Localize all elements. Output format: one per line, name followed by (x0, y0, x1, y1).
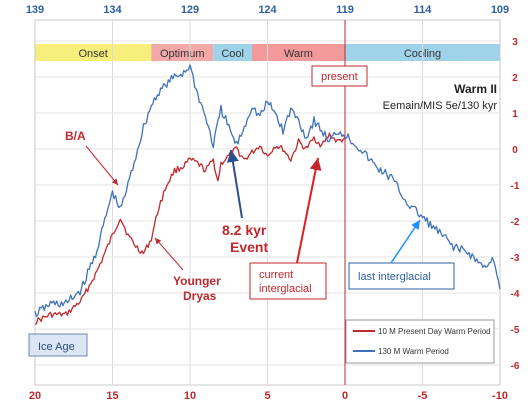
last-interglacial-box (348, 262, 455, 290)
x-bottom-tick-6: -10 (492, 390, 508, 402)
x-bottom-tick-3: 5 (264, 390, 270, 402)
annotation-younger-dryas-line1: Younger (173, 274, 221, 288)
arrow-last-interglacial (390, 219, 421, 264)
annotation-8-2-line1: 8.2 kyr (222, 222, 267, 238)
phase-0 (35, 44, 152, 61)
phase-label-1: Optimum (160, 48, 205, 60)
present-box (311, 65, 368, 87)
series-line-0 (34, 132, 346, 325)
x-bottom-tick-4: 0 (342, 390, 348, 402)
x-bottom-tick-0: 20 (29, 390, 41, 402)
annotation-ba: B/A (65, 129, 86, 143)
series-lines (34, 64, 501, 325)
x-bottom-tick-5: -5 (418, 390, 428, 402)
last-interglacial-label: last interglacial (358, 271, 431, 283)
x-top-tick-5: 114 (414, 4, 433, 16)
y-right-tick-7: -4 (511, 289, 520, 300)
legend-label-blue: 130 M Warm Period (378, 347, 449, 356)
x-bottom-tick-2: 10 (184, 390, 196, 402)
arrow-8-2-event (226, 149, 243, 219)
phase-label-2: Cool (221, 48, 244, 60)
x-top-tick-1: 134 (103, 4, 122, 16)
y-right-tick-4: -1 (511, 181, 520, 192)
present-label: present (321, 71, 358, 83)
y-right-tick-1: 2 (512, 73, 518, 84)
ice-age-box (28, 333, 88, 357)
y-right-tick-3: 0 (512, 145, 518, 156)
ice-age-label: Ice Age (38, 341, 75, 353)
x-top-tick-6: 109 (491, 4, 509, 16)
x-bottom-tick-1: 15 (106, 390, 118, 402)
chart-title: Warm II (454, 82, 497, 96)
current-interglacial-line2: interglacial (259, 283, 312, 295)
x-top-tick-0: 139 (26, 4, 44, 16)
legend-label-red: 10 M Present Day Warm Period (378, 327, 491, 336)
y-right-tick-5: -2 (511, 217, 520, 228)
phase-1 (151, 44, 214, 61)
x-top-tick-3: 124 (258, 4, 277, 16)
annotation-younger-dryas-line2: Dryas (183, 289, 217, 303)
x-top-tick-2: 129 (181, 4, 199, 16)
phase-label-3: Warm (284, 48, 313, 60)
arrow-current-interglacial (296, 157, 322, 264)
y-right-tick-9: -6 (511, 361, 520, 372)
phase-2 (213, 44, 252, 61)
arrow-younger-dryas (154, 237, 184, 271)
y-right-tick-8: -5 (511, 325, 520, 336)
current-interglacial-line1: current (259, 269, 293, 281)
series-line-1 (34, 64, 501, 318)
legend-box (345, 319, 495, 364)
phase-3 (252, 44, 345, 61)
chart-subtitle: Eemain/MIS 5e/130 kyr (383, 100, 498, 112)
y-right-tick-6: -3 (511, 253, 520, 264)
x-top-tick-4: 119 (336, 4, 354, 16)
annotation-8-2-line2: Event (230, 239, 268, 255)
arrow-ba (85, 145, 119, 186)
y-right-tick-2: 1 (512, 109, 518, 120)
phase-label-0: Onset (78, 48, 107, 60)
y-right-tick-0: 3 (512, 37, 518, 48)
current-interglacial-box (249, 262, 327, 300)
